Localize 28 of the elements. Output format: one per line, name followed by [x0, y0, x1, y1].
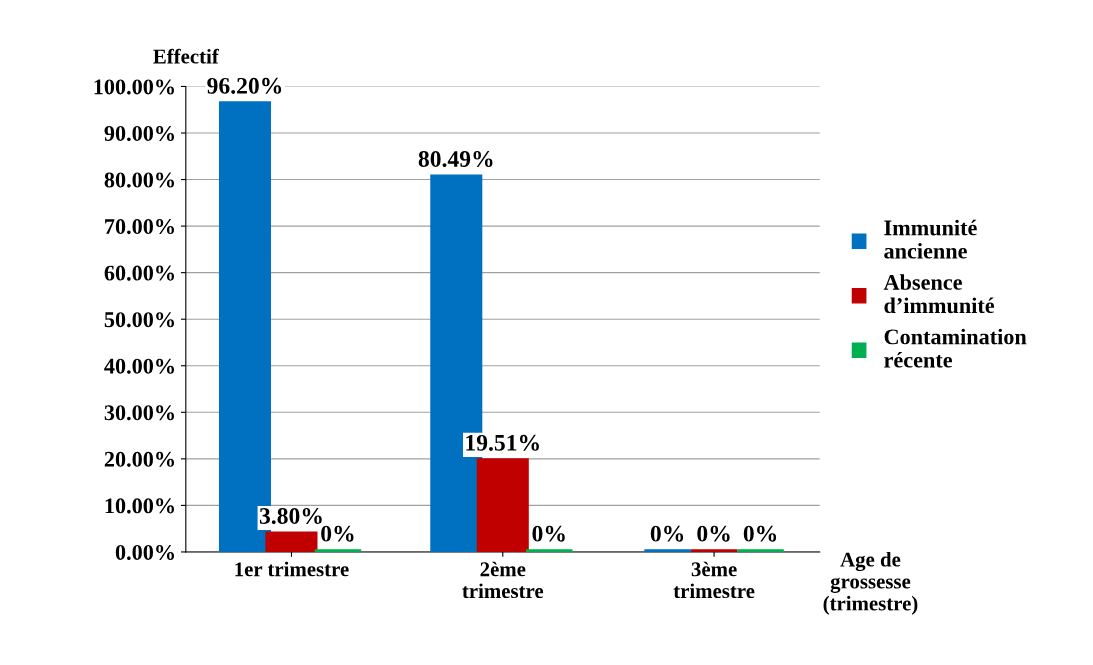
- x-tick-label: 3ème trimestre: [673, 561, 755, 599]
- y-tick-label: 10.00%: [105, 498, 174, 514]
- data-label: 0%: [650, 525, 684, 542]
- y-tick-label: 80.00%: [104, 172, 174, 188]
- y-tick-label: 20.00%: [104, 451, 174, 467]
- legend-label: Absence d’immunité: [883, 274, 995, 314]
- legend-label: Contamination récente: [884, 328, 1027, 368]
- data-label: 0%: [321, 525, 354, 542]
- legend-label: Immunité ancienne: [884, 219, 977, 259]
- y-tick-label: 70.00%: [105, 219, 174, 235]
- data-label: 80.49%: [418, 150, 493, 168]
- y-tick-label: 50.00%: [104, 312, 174, 328]
- y-tick-label: 0.00%: [115, 544, 174, 560]
- data-label: 96.20%: [207, 77, 282, 94]
- data-label: 0%: [532, 525, 565, 542]
- data-label: 0%: [697, 525, 730, 542]
- y-tick-label: 100.00%: [94, 79, 174, 95]
- x-tick-label: 1er trimestre: [235, 561, 349, 577]
- data-label: 19.51%: [466, 434, 539, 451]
- data-label: 3.80%: [259, 507, 322, 525]
- y-tick-label: 30.00%: [104, 405, 174, 421]
- y-tick-label: 60.00%: [104, 265, 174, 281]
- x-axis-title: Age de grossesse (trimestre): [823, 551, 918, 615]
- y-tick-label: 40.00%: [104, 358, 174, 374]
- x-tick-label: 2ème trimestre: [462, 561, 544, 599]
- data-label: 0%: [743, 525, 777, 542]
- y-tick-label: 90.00%: [104, 125, 174, 142]
- y-axis-title: Effectif: [153, 48, 219, 64]
